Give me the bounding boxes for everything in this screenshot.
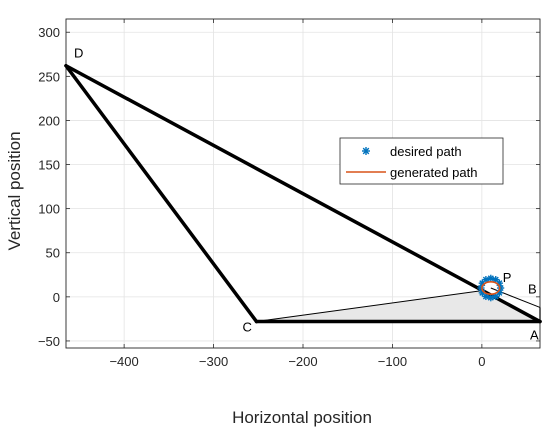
y-tick-label: 50 bbox=[46, 246, 60, 261]
legend-desired-path-marker bbox=[362, 147, 370, 155]
point-label-d: D bbox=[74, 46, 83, 61]
paths bbox=[477, 274, 505, 302]
legend-generated-path-label: generated path bbox=[390, 165, 477, 180]
point-label-a: A bbox=[530, 328, 539, 343]
tick-labels: −400 −300 −200 −100 0 −50 0 50 100 150 200 250 300 bbox=[38, 25, 486, 369]
x-tick-label: −300 bbox=[199, 354, 228, 369]
point-label-b: B bbox=[528, 281, 537, 296]
desired-path-point bbox=[492, 276, 500, 284]
point-labels: A B C D P bbox=[74, 46, 539, 343]
legend: desired path generated path bbox=[339, 137, 504, 185]
plot-border bbox=[65, 18, 541, 349]
desired-path-point-stroke bbox=[496, 289, 503, 296]
y-tick-label: 300 bbox=[38, 25, 60, 40]
x-tick-label: −400 bbox=[109, 354, 138, 369]
y-tick-label: 250 bbox=[38, 69, 60, 84]
legend-desired-path-label: desired path bbox=[390, 144, 462, 159]
y-axis-label: Vertical position bbox=[5, 131, 24, 250]
x-tick-label: −100 bbox=[378, 354, 407, 369]
point-label-p: P bbox=[503, 270, 512, 285]
legend-desired-path-asterisk-stroke bbox=[362, 147, 370, 155]
y-tick-label: 100 bbox=[38, 202, 60, 217]
axes-frame bbox=[65, 18, 541, 349]
desired-path-point-stroke bbox=[482, 293, 489, 300]
x-axis-label: Horizontal position bbox=[232, 408, 372, 427]
legend-box bbox=[339, 137, 504, 185]
y-tick-label: 150 bbox=[38, 158, 60, 173]
x-tick-label: 0 bbox=[478, 354, 485, 369]
y-tick-label: −50 bbox=[38, 334, 60, 349]
desired-path-point bbox=[477, 284, 485, 292]
y-tick-label: 0 bbox=[53, 290, 60, 305]
point-label-c: C bbox=[242, 320, 251, 335]
link-dc bbox=[64, 63, 259, 324]
x-tick-label: −200 bbox=[288, 354, 317, 369]
legend-desired-path-asterisk bbox=[362, 147, 370, 155]
link-ad bbox=[64, 63, 542, 324]
mechanism bbox=[64, 63, 542, 324]
generated-path-line bbox=[481, 281, 501, 295]
desired-path-point-stroke bbox=[492, 276, 499, 283]
y-tick-label: 200 bbox=[38, 113, 60, 128]
desired-path-point bbox=[487, 294, 495, 302]
desired-path-point bbox=[487, 274, 495, 282]
